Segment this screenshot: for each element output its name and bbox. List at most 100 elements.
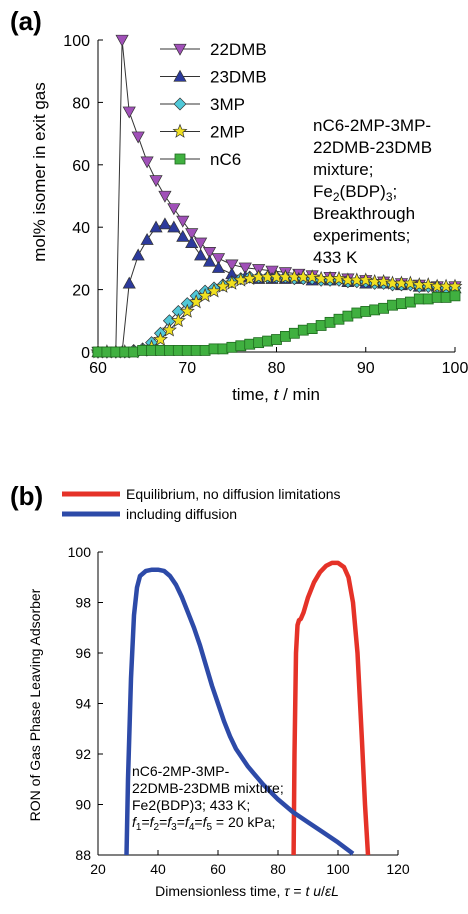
chart-a-point-22DMB: [185, 228, 199, 241]
chart-a-legend-label: 23DMB: [210, 68, 267, 87]
chart-a-point-nC6: [271, 334, 282, 345]
chart-b-annotation: nC6-2MP-3MP- 22DMB-23DMB mixture; Fe2(BD…: [132, 763, 284, 833]
chart-a-ticks: 60 70 80 90 100 0 20 40 60 80 100: [63, 33, 468, 377]
chart-b-legend-label: including diffusion: [126, 506, 237, 522]
chart-b-x-tick-label: 40: [150, 861, 166, 877]
chart-a-point-nC6: [369, 304, 381, 316]
chart-a-point-22DMB: [167, 203, 181, 216]
chart-a-point-nC6: [280, 330, 291, 342]
chart-b-y-tick-label: 92: [75, 746, 91, 762]
chart-a-point-nC6: [101, 346, 113, 358]
chart-b-annotation-line: f1=f2=f3=f4=f5 = 20 kPa;: [132, 814, 275, 833]
chart-a-point-22DMB: [140, 156, 154, 169]
chart-a-point-23DMB: [185, 236, 199, 248]
chart-a-xlabel-post: / min: [278, 385, 320, 404]
chart-a-point-22DMB: [122, 106, 136, 119]
chart-a-point-2MP: [420, 277, 436, 292]
chart-a-point-nC6: [92, 346, 104, 358]
chart-a-point-23DMB: [176, 229, 190, 242]
chart-a-point-nC6: [244, 338, 256, 350]
chart-a-point-nC6: [449, 290, 461, 302]
chart-a-x-tick-label: 70: [178, 360, 196, 377]
chart-a: (a) 60 70 80 90 100 0 20 40 60 80 100 mol% isomer …: [10, 6, 468, 404]
chart-a-point-2MP: [206, 283, 222, 298]
chart-a-point-23DMB: [211, 261, 226, 273]
chart-a-point-22DMB: [225, 259, 239, 272]
chart-a-y-tick-label: 60: [72, 158, 90, 175]
chart-b-y-tick-label: 96: [75, 645, 91, 661]
chart-a-point-nC6: [172, 345, 184, 356]
chart-b-x-tick-label: 60: [210, 861, 226, 877]
chart-a-point-22DMB: [115, 34, 129, 47]
chart-b-annotation-line: 22DMB-23DMB mixture;: [132, 780, 284, 796]
chart-a-legend-marker: [173, 43, 187, 56]
chart-a-legend-marker: [173, 69, 187, 82]
chart-a-point-nC6: [226, 341, 238, 353]
chart-a-point-nC6: [351, 307, 363, 319]
chart-a-legend-label: 22DMB: [210, 40, 267, 59]
chart-a-annotation-line: nC6-2MP-3MP-: [313, 116, 431, 135]
chart-b-x-tick-label: 120: [386, 861, 410, 877]
chart-a-point-nC6: [333, 313, 345, 325]
chart-a-y-tick-label: 40: [72, 220, 90, 237]
chart-a-x-tick-label: 80: [268, 360, 286, 377]
chart-a-point-nC6: [404, 296, 416, 308]
chart-a-point-2MP: [224, 275, 240, 290]
chart-b-legend-label: Equilibrium, no diffusion limitations: [126, 486, 341, 502]
chart-b-y-tick-label: 88: [75, 847, 91, 863]
chart-a-ylabel: mol% isomer in exit gas: [30, 82, 49, 262]
chart-a-legend-label: 3MP: [210, 95, 245, 114]
chart-a-point-nC6: [440, 291, 452, 303]
chart-b-xlabel: Dimensionless time, τ = t u/εL: [155, 883, 339, 899]
chart-a-y-tick-label: 80: [72, 95, 90, 112]
chart-a-legend-marker: [172, 123, 188, 138]
chart-a-point-2MP: [331, 270, 347, 286]
chart-a-point-22DMB: [211, 253, 226, 266]
chart-b: (b) 20 40 60 80 100 120 88 90 92 94 96 98 100 RON of…: [10, 481, 410, 899]
chart-b-line: [124, 567, 355, 856]
chart-a-point-2MP: [179, 303, 195, 318]
chart-a-xlabel: time, t / min: [232, 385, 320, 404]
chart-b-line: [291, 560, 371, 856]
chart-a-point-nC6: [190, 345, 202, 356]
chart-a-annotation-line: Breakthrough: [313, 204, 415, 223]
chart-a-annotation-line: mixture;: [313, 160, 373, 179]
chart-a-point-nC6: [413, 293, 425, 305]
chart-a-point-nC6: [235, 340, 247, 352]
chart-a-point-22DMB: [238, 262, 252, 275]
chart-a-legend-label: 2MP: [210, 123, 245, 142]
chart-a-annotation: nC6-2MP-3MP- 22DMB-23DMB mixture; Fe2(BD…: [313, 116, 432, 267]
chart-a-point-nC6: [431, 291, 443, 303]
chart-a-point-nC6: [396, 298, 407, 310]
chart-a-point-2MP: [215, 278, 231, 293]
chart-a-annotation-line: Fe2(BDP)3;: [313, 182, 397, 204]
chart-a-legend-marker: [173, 97, 187, 111]
chart-a-point-2MP: [153, 331, 168, 346]
chart-a-point-22DMB: [158, 190, 172, 203]
chart-a-point-nC6: [262, 335, 273, 347]
chart-a-point-23DMB: [167, 220, 181, 233]
chart-a-annotation-line: experiments;: [313, 226, 410, 245]
chart-a-point-23DMB: [158, 217, 172, 230]
chart-b-series-lines: [124, 560, 371, 856]
chart-a-point-2MP: [376, 273, 392, 289]
chart-a-point-nC6: [297, 324, 309, 336]
chart-a-point-23DMB: [194, 248, 208, 261]
chart-a-point-nC6: [155, 345, 166, 356]
chart-a-y-tick-label: 0: [81, 345, 90, 362]
chart-a-point-nC6: [119, 346, 131, 358]
chart-a-point-23DMB: [122, 276, 136, 289]
chart-b-ylabel: RON of Gas Phase Leaving Adsorber: [27, 588, 43, 821]
chart-b-x-tick-label: 80: [270, 861, 286, 877]
chart-b-legend: Equilibrium, no diffusion limitations inc…: [62, 486, 341, 522]
chart-a-point-22DMB: [265, 265, 279, 278]
chart-a-point-nC6: [163, 345, 175, 356]
panel-a-label: (a): [10, 6, 42, 36]
chart-a-point-23DMB: [149, 220, 163, 233]
chart-a-point-nC6: [422, 293, 434, 305]
chart-b-annotation-line: nC6-2MP-3MP-: [132, 763, 230, 779]
chart-a-annotation-line: 22DMB-23DMB: [313, 138, 432, 157]
chart-a-point-nC6: [208, 343, 220, 355]
chart-a-point-22DMB: [176, 215, 190, 228]
